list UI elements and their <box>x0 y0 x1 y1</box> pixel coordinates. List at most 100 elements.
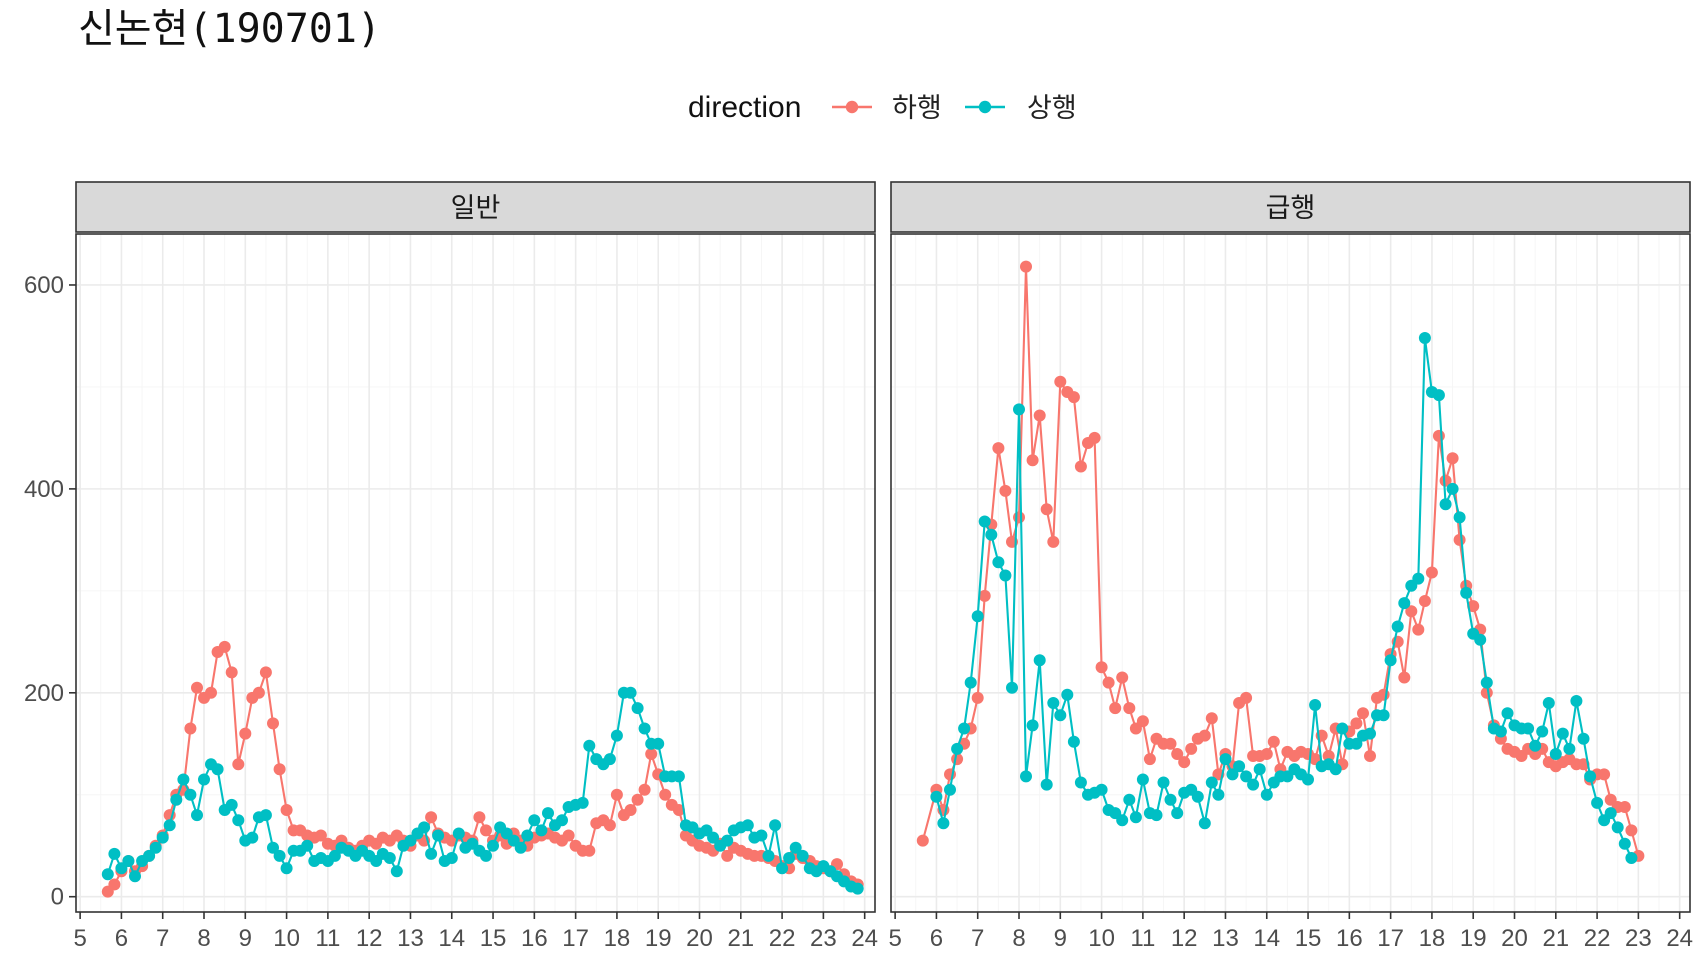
data-point <box>1522 722 1535 735</box>
data-point <box>1061 688 1074 701</box>
x-tick-label: 17 <box>562 925 589 952</box>
data-point <box>1549 748 1562 760</box>
legend-label: 하행 <box>892 93 942 124</box>
x-tick-label: 17 <box>1377 925 1404 952</box>
data-point <box>1233 760 1246 773</box>
data-point <box>707 831 720 844</box>
data-point <box>487 839 499 852</box>
data-point <box>1563 742 1576 755</box>
data-point <box>1377 709 1390 722</box>
data-point <box>1501 707 1514 720</box>
data-point <box>177 773 190 786</box>
data-point <box>273 763 286 776</box>
data-point <box>659 788 672 801</box>
panels: 일반 5 6 7 8 9 10 11 12 13 14 15 16 17 18 19 20 21 22 23 24 0 20… <box>24 181 1693 952</box>
x-tick-label: 23 <box>1625 925 1652 952</box>
data-point <box>1129 811 1142 824</box>
x-tick-label: 12 <box>1171 925 1198 952</box>
data-point <box>1598 768 1611 781</box>
data-point <box>583 844 596 857</box>
data-point <box>232 814 245 827</box>
data-point <box>1322 750 1335 762</box>
data-point <box>583 739 596 752</box>
data-point <box>741 819 754 832</box>
data-point <box>1584 770 1597 783</box>
facet-strip <box>890 181 1691 233</box>
data-point <box>999 569 1012 582</box>
data-point <box>1164 737 1177 750</box>
data-point <box>1618 801 1631 813</box>
x-tick-label: 9 <box>239 925 252 952</box>
data-point <box>1067 391 1080 404</box>
y-axis: 0 200 400 600 <box>24 272 76 911</box>
data-point <box>1013 511 1025 524</box>
x-axis: 5 6 7 8 9 10 11 12 13 14 15 16 17 18 19 20 21 22 23 24 <box>888 912 1693 952</box>
data-point <box>122 855 135 867</box>
data-point <box>1611 821 1624 834</box>
data-point <box>999 484 1012 497</box>
data-point <box>1377 688 1390 701</box>
data-point <box>1329 763 1342 776</box>
data-point <box>1398 671 1411 684</box>
data-point <box>776 862 789 875</box>
data-point <box>1040 503 1053 516</box>
legend-key-point <box>845 100 859 114</box>
data-point <box>1577 732 1590 745</box>
data-point <box>1556 727 1569 740</box>
data-point <box>1226 768 1239 781</box>
x-tick-label: 19 <box>645 925 672 952</box>
data-point <box>1006 681 1018 694</box>
data-point <box>1432 389 1445 402</box>
data-point <box>1309 699 1322 711</box>
panel-background <box>76 234 875 912</box>
data-point <box>267 717 279 730</box>
data-point <box>1178 756 1191 769</box>
data-point <box>521 829 534 842</box>
data-point <box>1240 770 1253 783</box>
data-point <box>1260 788 1273 801</box>
x-tick-label: 18 <box>1419 925 1446 952</box>
data-point <box>418 821 431 834</box>
x-tick-label: 20 <box>686 925 713 952</box>
data-point <box>951 742 964 755</box>
data-point <box>280 804 293 816</box>
data-point <box>1357 707 1369 720</box>
x-tick-label: 22 <box>1584 925 1611 952</box>
data-point <box>170 793 183 806</box>
series-up <box>930 332 1638 864</box>
data-point <box>211 763 224 776</box>
data-point <box>721 849 734 862</box>
data-point <box>1095 661 1108 674</box>
data-point <box>259 666 272 679</box>
panel-express: 급행 5 6 7 8 9 10 11 12 13 14 15 16 17 18 19 20 21 22 23 24 <box>888 181 1693 952</box>
data-point <box>184 788 197 801</box>
data-point <box>1418 332 1431 344</box>
y-tick-label: 600 <box>24 272 64 299</box>
data-point <box>273 849 286 862</box>
data-point <box>1020 770 1032 783</box>
data-point <box>1054 709 1067 722</box>
x-tick-label: 16 <box>521 925 548 952</box>
data-point <box>1439 474 1452 487</box>
data-point <box>610 729 623 742</box>
data-point <box>1067 735 1080 748</box>
data-point <box>603 819 616 832</box>
data-point <box>1480 676 1493 689</box>
data-point <box>1185 742 1198 755</box>
facet-strip-label: 급행 <box>1266 193 1316 224</box>
x-tick-label: 9 <box>1054 925 1067 952</box>
data-point <box>1425 566 1438 579</box>
data-point <box>652 737 665 750</box>
legend-label: 상행 <box>1027 93 1077 124</box>
data-point <box>1026 719 1039 732</box>
x-tick-label: 24 <box>1666 925 1693 952</box>
data-point <box>1542 697 1555 709</box>
data-point <box>755 829 768 842</box>
data-point <box>1102 676 1115 689</box>
data-point <box>1198 817 1211 830</box>
data-point <box>425 847 438 860</box>
data-point <box>1446 452 1459 465</box>
data-point <box>184 722 197 735</box>
data-point <box>851 882 864 895</box>
data-point <box>1219 753 1232 766</box>
